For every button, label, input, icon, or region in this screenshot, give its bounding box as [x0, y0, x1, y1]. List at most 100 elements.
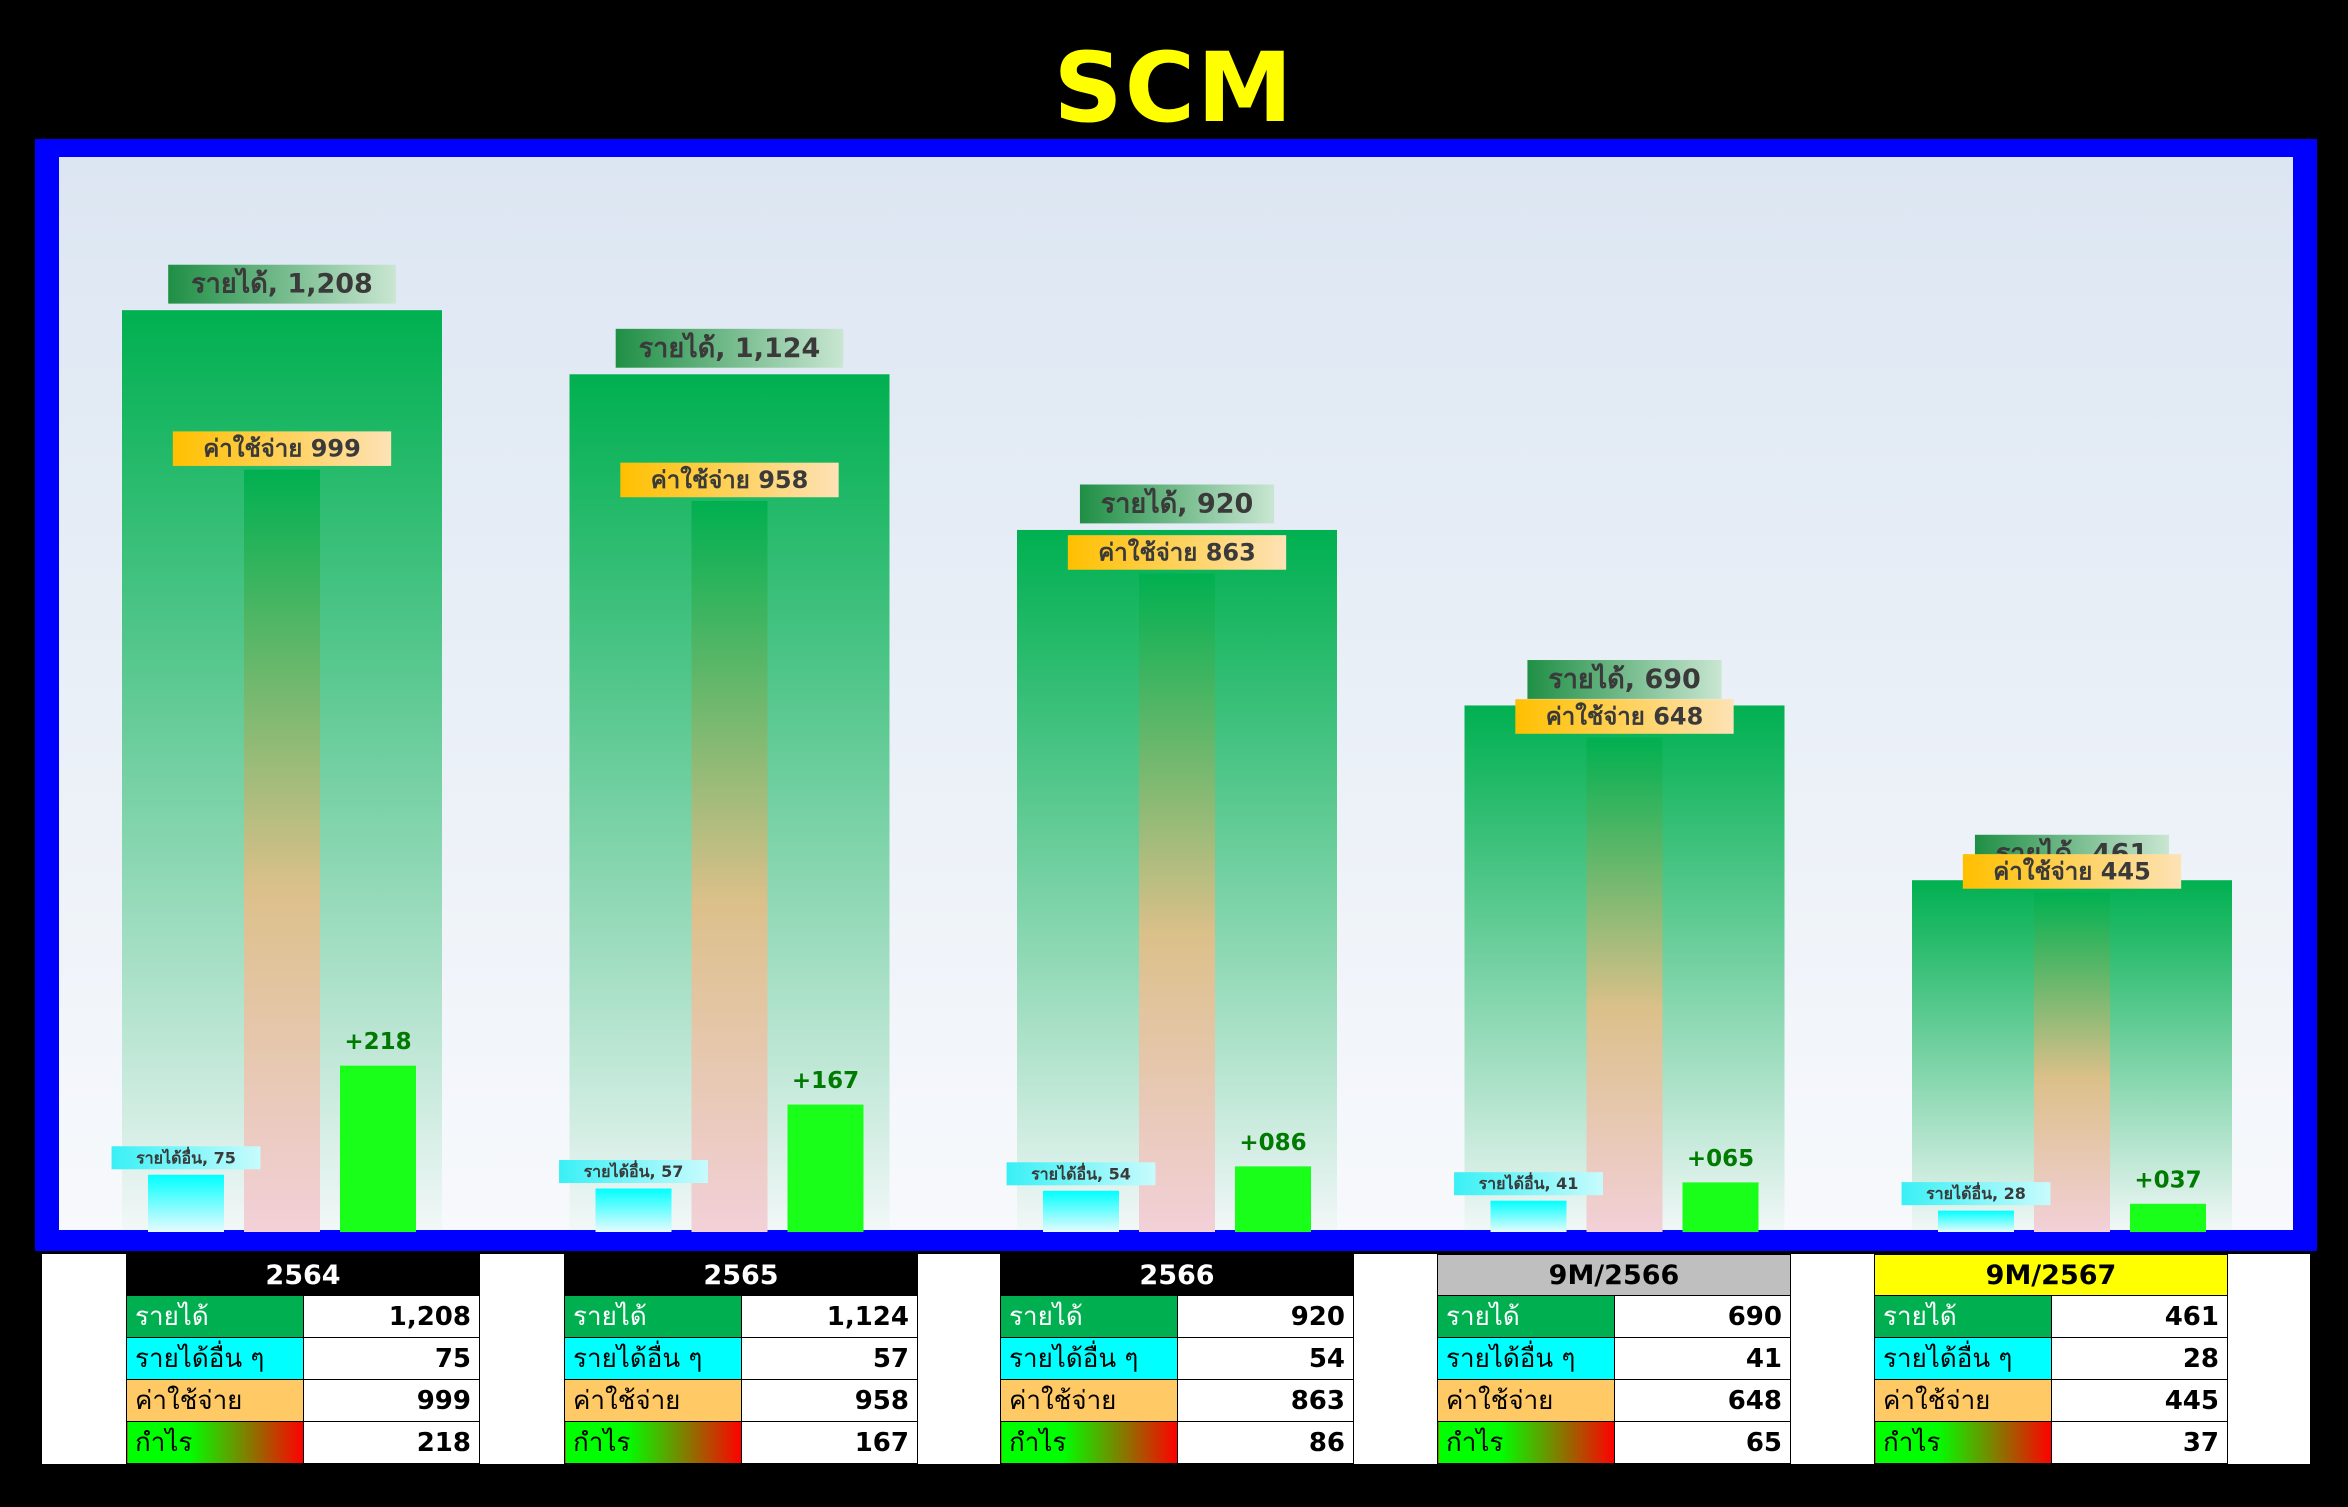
other-income-label-1-group: รายได้อื่น, 57	[559, 1159, 708, 1184]
row-value: 958	[740, 1379, 918, 1422]
table-row: ค่าใช้จ่าย 648	[1437, 1379, 1791, 1422]
revenue-label-1: รายได้, 1,124	[639, 332, 821, 364]
row-value: 1,124	[740, 1295, 918, 1338]
expense-label-3-group: ค่าใช้จ่าย 648	[1515, 699, 1734, 734]
revenue-label-3-group: รายได้, 690	[1527, 660, 1722, 699]
revenue-label-2-bg	[1079, 484, 1275, 524]
profit-bar-4	[2130, 1203, 2206, 1232]
other-income-bar-0	[148, 1174, 224, 1232]
row-value: 920	[1176, 1295, 1354, 1338]
table-row: รายได้ 1,208	[126, 1295, 480, 1338]
table-row: รายได้ 1,124	[564, 1295, 918, 1338]
table-header: 2565	[564, 1254, 918, 1296]
other-income-label-4: รายได้อื่น, 28	[1926, 1182, 2026, 1203]
revenue-label-0-group: รายได้, 1,208	[168, 264, 396, 304]
row-value: 648	[1613, 1379, 1791, 1422]
table-row: รายได้อื่น ๆ 57	[564, 1337, 918, 1380]
profit-bar-1	[787, 1104, 864, 1232]
expense-label-4-group: ค่าใช้จ่าย 445	[1962, 854, 2182, 889]
row-label: รายได้อื่น ๆ	[1000, 1337, 1178, 1380]
other-income-label-1-bg	[559, 1159, 708, 1184]
row-value: 445	[2050, 1379, 2228, 1422]
profit-bar-2	[1235, 1166, 1311, 1232]
table-row: รายได้อื่น ๆ 28	[1874, 1337, 2228, 1380]
row-label: รายได้อื่น ๆ	[564, 1337, 742, 1380]
expense-bar-1	[691, 500, 768, 1232]
row-label: ค่าใช้จ่าย	[126, 1379, 304, 1422]
other-income-label-2-group: รายได้อื่น, 54	[1006, 1162, 1156, 1186]
row-label: กำไร	[126, 1421, 304, 1464]
summary-table-3: 9M/2566 รายได้ 690 รายได้อื่น ๆ 41 ค่าใช้จ่าย…	[1437, 1254, 1791, 1464]
table-row: กำไร 167	[564, 1421, 918, 1464]
row-value: 65	[1613, 1421, 1791, 1464]
table-row: รายได้อื่น ๆ 75	[126, 1337, 480, 1380]
profit-label-0: +218	[344, 1029, 411, 1055]
row-value: 37	[2050, 1421, 2228, 1464]
row-value: 57	[740, 1337, 918, 1380]
other-income-label-4-bg	[1901, 1182, 2051, 1206]
row-value: 461	[2050, 1295, 2228, 1338]
summary-table-0: 2564 รายได้ 1,208 รายได้อื่น ๆ 75 ค่าใช้จ่าย 9…	[126, 1254, 480, 1464]
other-income-label-3-group: รายได้อื่น, 41	[1454, 1172, 1603, 1196]
table-header: 9M/2566	[1437, 1254, 1791, 1296]
row-label: รายได้	[1874, 1295, 2052, 1338]
row-value: 75	[302, 1337, 480, 1380]
table-row: กำไร 37	[1874, 1421, 2228, 1464]
expense-label-4: ค่าใช้จ่าย 445	[1993, 856, 2151, 885]
row-value: 690	[1613, 1295, 1791, 1338]
row-label: กำไร	[564, 1421, 742, 1464]
row-value: 167	[740, 1421, 918, 1464]
other-income-bar-3	[1490, 1200, 1567, 1232]
expense-label-1: ค่าใช้จ่าย 958	[651, 465, 809, 494]
other-income-label-1: รายได้อื่น, 57	[584, 1160, 684, 1181]
expense-bar-0	[244, 469, 320, 1232]
revenue-label-3-bg	[1527, 660, 1722, 699]
expense-bar-2	[1139, 573, 1215, 1232]
revenue-label-0: รายได้, 1,208	[191, 268, 373, 300]
row-value: 999	[302, 1379, 480, 1422]
other-income-label-3: รายได้อื่น, 41	[1479, 1172, 1579, 1193]
chart-title: SCM	[1053, 32, 1295, 144]
profit-bar-0	[340, 1065, 416, 1232]
row-label: กำไร	[1000, 1421, 1178, 1464]
row-value: 86	[1176, 1421, 1354, 1464]
row-value: 1,208	[302, 1295, 480, 1338]
expense-label-1-group: ค่าใช้จ่าย 958	[620, 462, 839, 498]
table-row: ค่าใช้จ่าย 445	[1874, 1379, 2228, 1422]
row-value: 28	[2050, 1337, 2228, 1380]
row-label: รายได้	[564, 1295, 742, 1338]
other-income-label-2: รายได้อื่น, 54	[1031, 1162, 1131, 1183]
expense-label-0-bg	[172, 431, 392, 466]
row-label: ค่าใช้จ่าย	[1000, 1379, 1178, 1422]
table-row: รายได้ 690	[1437, 1295, 1791, 1338]
table-row: กำไร 65	[1437, 1421, 1791, 1464]
table-row: กำไร 218	[126, 1421, 480, 1464]
revenue-label-1-group: รายได้, 1,124	[615, 328, 844, 368]
expense-label-2: ค่าใช้จ่าย 863	[1098, 537, 1256, 566]
other-income-bar-1	[595, 1188, 672, 1232]
chart-frame: รายได้, 1,208 ค่าใช้จ่าย 999 รายได้อื่น, 7…	[35, 139, 2317, 1251]
summary-table-4: 9M/2567 รายได้ 461 รายได้อื่น ๆ 28 ค่าใช้จ่าย…	[1874, 1254, 2228, 1464]
revenue-label-1-bg	[615, 328, 844, 368]
table-row: รายได้อื่น ๆ 54	[1000, 1337, 1354, 1380]
row-label: ค่าใช้จ่าย	[564, 1379, 742, 1422]
row-value: 54	[1176, 1337, 1354, 1380]
row-label: รายได้อื่น ๆ	[1437, 1337, 1615, 1380]
row-value: 863	[1176, 1379, 1354, 1422]
expense-label-4-bg	[1962, 854, 2182, 889]
expense-bar-4	[2034, 892, 2110, 1232]
other-income-label-3-bg	[1454, 1172, 1603, 1196]
row-label: รายได้	[126, 1295, 304, 1338]
other-income-label-0-group: รายได้อื่น, 75	[111, 1146, 261, 1170]
row-label: กำไร	[1437, 1421, 1615, 1464]
expense-label-3: ค่าใช้จ่าย 648	[1546, 702, 1704, 731]
table-header: 9M/2567	[1874, 1254, 2228, 1296]
row-value: 41	[1613, 1337, 1791, 1380]
table-row: รายได้ 920	[1000, 1295, 1354, 1338]
expense-label-2-group: ค่าใช้จ่าย 863	[1067, 535, 1287, 570]
table-row: กำไร 86	[1000, 1421, 1354, 1464]
row-label: รายได้อื่น ๆ	[126, 1337, 304, 1380]
summary-tables: 2564 รายได้ 1,208 รายได้อื่น ๆ 75 ค่าใช้จ่าย 9…	[42, 1254, 2310, 1464]
other-income-bar-2	[1043, 1190, 1119, 1232]
profit-label-2: +086	[1239, 1130, 1306, 1156]
